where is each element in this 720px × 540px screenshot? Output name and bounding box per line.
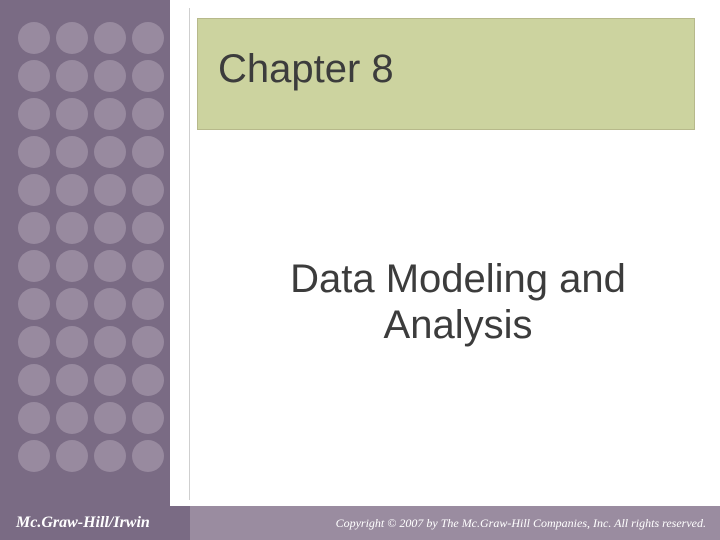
decorative-dot [18,288,50,320]
decorative-dot [18,174,50,206]
decorative-dot [18,364,50,396]
decorative-dot [18,212,50,244]
decorative-dot [56,402,88,434]
decorative-dot [94,364,126,396]
decorative-dot [56,22,88,54]
decorative-dot [56,174,88,206]
slide: Chapter 8 Data Modeling and Analysis Mc.… [0,0,720,540]
decorative-dot [132,288,164,320]
decorative-dot [56,250,88,282]
decorative-dot [94,326,126,358]
decorative-dot [94,136,126,168]
decorative-dot [56,212,88,244]
decorative-dot [94,440,126,472]
decorative-dot [56,364,88,396]
decorative-dot [132,402,164,434]
decorative-dot [94,212,126,244]
decorative-dot [132,22,164,54]
decorative-dot [132,212,164,244]
decorative-dot [56,98,88,130]
slide-title-line2: Analysis [384,303,533,347]
decorative-dot [132,326,164,358]
decorative-dot [132,136,164,168]
decorative-dot [18,22,50,54]
decorative-dot [94,174,126,206]
vertical-divider [189,8,190,500]
decorative-dot [132,174,164,206]
left-decorative-band [0,0,170,540]
decorative-dot [56,136,88,168]
decorative-dot [94,402,126,434]
footer: Mc.Graw-Hill/Irwin Copyright © 2007 by T… [0,506,720,540]
decorative-dot [56,60,88,92]
decorative-dot [132,364,164,396]
decorative-dot [132,60,164,92]
decorative-dot [18,98,50,130]
decorative-dot [94,250,126,282]
footer-publisher: Mc.Graw-Hill/Irwin [0,506,190,540]
dot-grid [18,22,164,472]
footer-copyright: Copyright © 2007 by The Mc.Graw-Hill Com… [190,506,720,540]
decorative-dot [18,60,50,92]
decorative-dot [132,98,164,130]
decorative-dot [94,98,126,130]
decorative-dot [56,440,88,472]
decorative-dot [132,250,164,282]
decorative-dot [94,22,126,54]
decorative-dot [132,440,164,472]
slide-title-line1: Data Modeling and [290,257,626,301]
decorative-dot [18,402,50,434]
decorative-dot [56,288,88,320]
decorative-dot [18,136,50,168]
chapter-label: Chapter 8 [218,47,694,92]
decorative-dot [94,60,126,92]
slide-title: Data Modeling and Analysis [238,256,678,348]
decorative-dot [18,250,50,282]
decorative-dot [94,288,126,320]
chapter-header-box: Chapter 8 [197,18,695,130]
decorative-dot [18,326,50,358]
decorative-dot [56,326,88,358]
decorative-dot [18,440,50,472]
